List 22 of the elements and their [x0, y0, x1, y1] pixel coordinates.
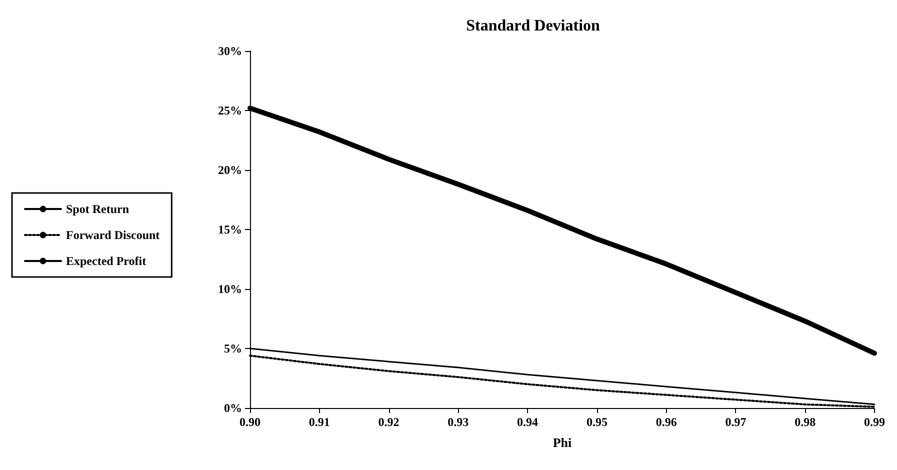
x-tick-label: 0.97 — [725, 415, 746, 429]
x-tick-label: 0.90 — [240, 415, 260, 429]
y-tick-label: 25% — [218, 104, 242, 118]
legend-label: Spot Return — [66, 202, 130, 216]
x-tick-label: 0.93 — [448, 415, 469, 429]
y-tick-label: 20% — [218, 163, 242, 177]
y-tick-label: 5% — [224, 342, 242, 356]
x-tick-label: 0.91 — [308, 415, 330, 429]
y-tick-label: 15% — [218, 222, 242, 236]
x-axis-title: Phi — [552, 435, 572, 450]
legend-label: Expected Profit — [66, 254, 146, 268]
x-tick-label: 0.99 — [864, 415, 885, 429]
x-tick-label: 0.96 — [656, 415, 677, 429]
y-tick-label: 10% — [218, 282, 242, 296]
chart-title: Standard Deviation — [466, 18, 600, 34]
x-tick-label: 0.95 — [586, 415, 608, 429]
x-tick-label: 0.98 — [794, 415, 816, 429]
x-tick-label: 0.92 — [378, 415, 400, 429]
legend-label: Forward Discount — [66, 228, 160, 242]
y-tick-label: 0% — [224, 401, 242, 415]
y-tick-label: 30% — [218, 44, 242, 58]
x-tick-label: 0.94 — [517, 415, 538, 429]
